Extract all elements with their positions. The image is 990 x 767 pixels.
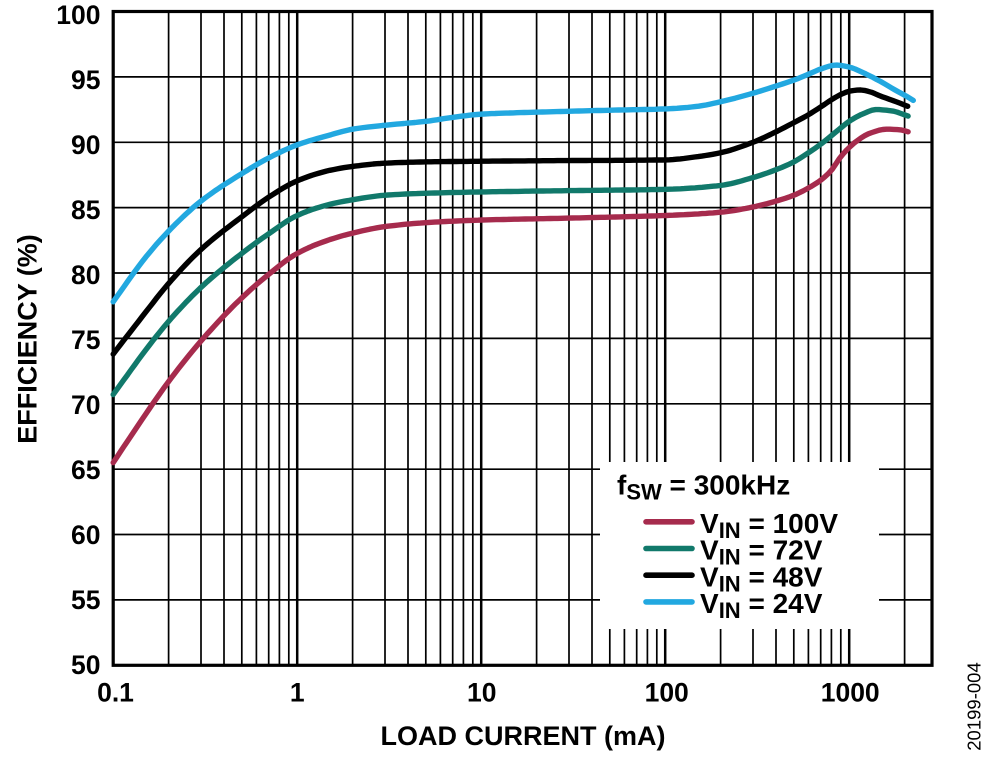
svg-text:20199-004: 20199-004: [964, 662, 985, 750]
svg-text:1000: 1000: [821, 678, 880, 708]
svg-text:75: 75: [71, 325, 100, 355]
svg-text:VIN = 48V: VIN = 48V: [700, 561, 823, 596]
svg-text:EFFICIENCY (%): EFFICIENCY (%): [13, 234, 43, 444]
svg-text:85: 85: [71, 195, 100, 225]
svg-text:VIN = 24V: VIN = 24V: [700, 588, 823, 623]
svg-text:65: 65: [71, 455, 100, 485]
svg-text:90: 90: [71, 130, 100, 160]
svg-text:10: 10: [467, 678, 496, 708]
svg-text:55: 55: [71, 585, 100, 615]
svg-text:VIN = 100V: VIN = 100V: [700, 508, 838, 543]
svg-text:50: 50: [71, 650, 100, 680]
svg-text:LOAD CURRENT (mA): LOAD CURRENT (mA): [381, 721, 666, 751]
svg-text:100: 100: [56, 0, 100, 30]
svg-text:0.1: 0.1: [97, 678, 134, 708]
svg-text:70: 70: [71, 390, 100, 420]
svg-text:95: 95: [71, 65, 100, 95]
svg-text:80: 80: [71, 260, 100, 290]
svg-text:60: 60: [71, 520, 100, 550]
svg-text:1: 1: [290, 678, 305, 708]
svg-text:100: 100: [645, 678, 689, 708]
